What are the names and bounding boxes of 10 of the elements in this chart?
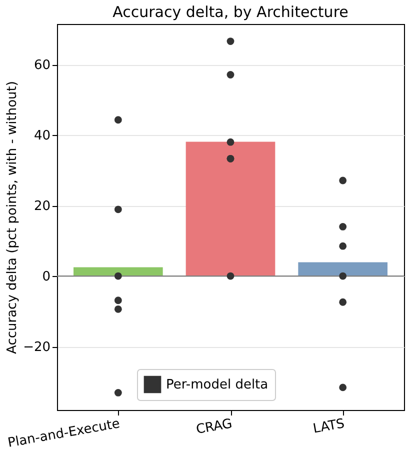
y-tick-label: 60 (34, 58, 50, 74)
x-tick-label: CRAG (195, 416, 234, 438)
legend-label: Per-model delta (166, 378, 268, 392)
y-tick-label: 20 (34, 199, 50, 214)
x-tick-label: LATS (312, 416, 346, 437)
chart-title: Accuracy delta, by Architecture (112, 3, 348, 21)
y-tick-label: 0 (42, 270, 50, 285)
y-tick-label: 40 (34, 128, 50, 144)
y-axis-title: Accuracy delta (pct points, with - without) (5, 81, 20, 354)
y-tick-label: −20 (23, 340, 50, 356)
